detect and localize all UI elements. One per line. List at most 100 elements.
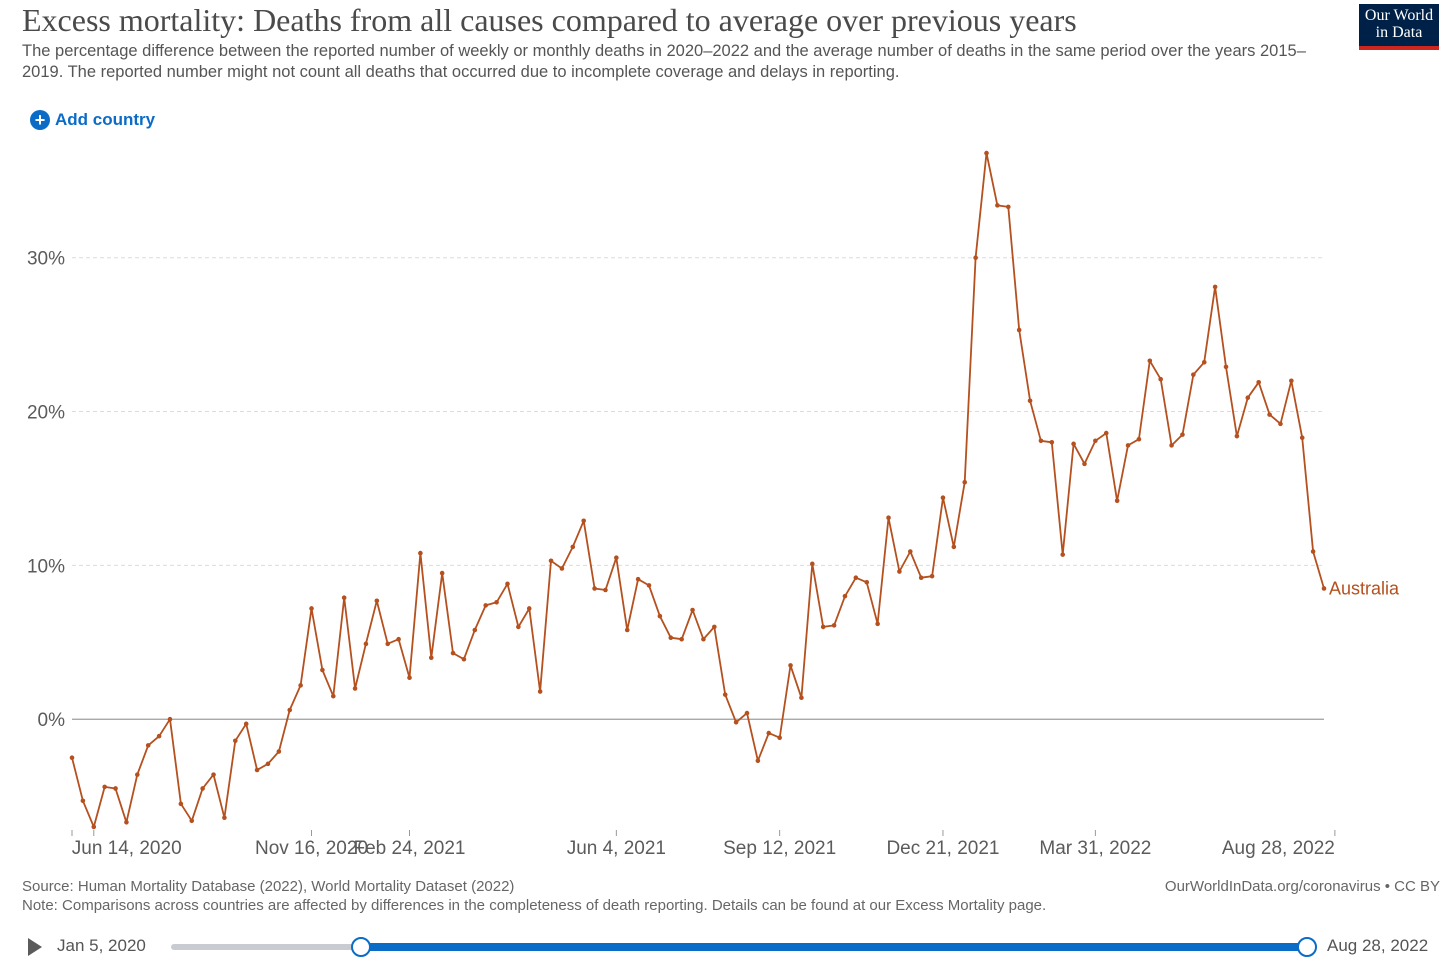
- x-tick-label: Aug 28, 2022: [1222, 838, 1335, 859]
- timeline-end-handle[interactable]: [1297, 937, 1317, 957]
- y-tick-label: 30%: [27, 249, 65, 270]
- data-point: [1201, 360, 1207, 365]
- data-point: [1060, 552, 1066, 557]
- data-point: [537, 689, 543, 694]
- data-point: [1147, 358, 1153, 364]
- data-point: [679, 636, 684, 642]
- credit-link[interactable]: OurWorldInData.org/coronavirus • CC BY: [1164, 878, 1440, 895]
- logo-line-1: Our World: [1364, 7, 1434, 24]
- timeline-end-label: Aug 28, 2022: [1327, 936, 1429, 955]
- data-point: [374, 598, 380, 604]
- data-point: [450, 650, 456, 656]
- data-point: [1125, 443, 1131, 448]
- add-country-button[interactable]: + Add country: [30, 110, 155, 130]
- logo-line-2: in Data: [1375, 24, 1423, 41]
- data-point: [222, 815, 227, 820]
- data-point: [483, 603, 489, 608]
- data-point: [1038, 438, 1044, 444]
- data-point: [951, 544, 957, 550]
- data-point: [1180, 432, 1185, 437]
- data-point: [1114, 498, 1120, 504]
- owid-logo[interactable]: Our World in Data: [1359, 4, 1439, 50]
- data-point: [875, 621, 880, 627]
- data-point: [831, 623, 837, 628]
- plus-circle-icon: +: [30, 110, 50, 130]
- chart-subtitle: The percentage difference between the re…: [22, 42, 1306, 81]
- data-point: [1158, 376, 1163, 382]
- x-tick-label: Jun 14, 2020: [72, 838, 182, 859]
- footer: Source: Human Mortality Database (2022),…: [22, 877, 1440, 915]
- data-point: [701, 636, 706, 642]
- data-point: [233, 738, 238, 744]
- x-tick-label: Nov 16, 2020: [255, 838, 368, 859]
- data-point: [352, 686, 358, 691]
- data-point: [396, 636, 401, 642]
- data-point: [1278, 421, 1283, 427]
- data-point: [722, 692, 728, 697]
- data-point: [570, 544, 576, 550]
- data-point: [940, 495, 946, 500]
- data-point: [929, 573, 935, 579]
- x-tick-label: Mar 31, 2022: [1039, 838, 1151, 859]
- data-point: [265, 761, 271, 767]
- data-point: [559, 566, 565, 571]
- data-point: [145, 743, 151, 748]
- note-text: Note: Comparisons across countries are a…: [22, 897, 1047, 914]
- data-point: [341, 595, 347, 600]
- data-point: [1234, 433, 1240, 439]
- play-icon[interactable]: [28, 938, 42, 956]
- data-point: [984, 150, 989, 156]
- data-point: [635, 576, 641, 582]
- data-point: [69, 755, 75, 760]
- data-point: [309, 606, 314, 611]
- data-point: [603, 587, 608, 593]
- x-tick-label: Feb 24, 2021: [354, 838, 466, 859]
- data-point: [102, 784, 107, 790]
- data-point: [472, 627, 478, 633]
- data-point: [864, 580, 870, 585]
- timeline-selected-range[interactable]: [360, 943, 1306, 951]
- data-point: [646, 583, 652, 588]
- data-point: [407, 675, 412, 680]
- source-text: Source: Human Mortality Database (2022),…: [22, 878, 515, 895]
- data-point: [91, 824, 97, 830]
- chart-title: Excess mortality: Deaths from all causes…: [22, 2, 1077, 38]
- data-point: [330, 693, 336, 699]
- y-tick-label: 10%: [27, 556, 65, 577]
- data-point: [788, 663, 793, 668]
- data-point: [178, 801, 184, 807]
- data-point: [592, 586, 597, 591]
- x-tick-label: Jun 4, 2021: [567, 838, 666, 859]
- timeline-start-handle[interactable]: [351, 937, 371, 957]
- timeline: Jan 5, 2020 Aug 28, 2022: [0, 930, 1456, 964]
- data-point: [1071, 441, 1076, 447]
- data-point: [1049, 440, 1055, 445]
- data-point: [918, 575, 924, 580]
- data-point: [995, 203, 1000, 208]
- data-point: [243, 721, 249, 727]
- data-point: [1223, 364, 1229, 370]
- data-point: [1310, 549, 1316, 554]
- data-point: [461, 656, 467, 662]
- data-point: [973, 255, 978, 260]
- data-point: [624, 627, 630, 633]
- data-point: [439, 570, 445, 576]
- data-point: [733, 720, 739, 725]
- data-point: [581, 518, 586, 524]
- data-point: [1321, 586, 1327, 591]
- data-point: [418, 550, 423, 556]
- data-point: [1191, 372, 1196, 377]
- data-point: [526, 606, 532, 611]
- data-point: [428, 655, 434, 660]
- data-point: [1016, 327, 1022, 333]
- data-point: [657, 613, 663, 619]
- data-point: [211, 772, 216, 777]
- data-point: [276, 749, 282, 754]
- data-point: [156, 733, 162, 739]
- data-point: [799, 695, 804, 700]
- data-point: [853, 575, 859, 580]
- data-point: [1289, 378, 1294, 384]
- add-country-label: Add country: [55, 110, 156, 129]
- data-point: [363, 641, 369, 647]
